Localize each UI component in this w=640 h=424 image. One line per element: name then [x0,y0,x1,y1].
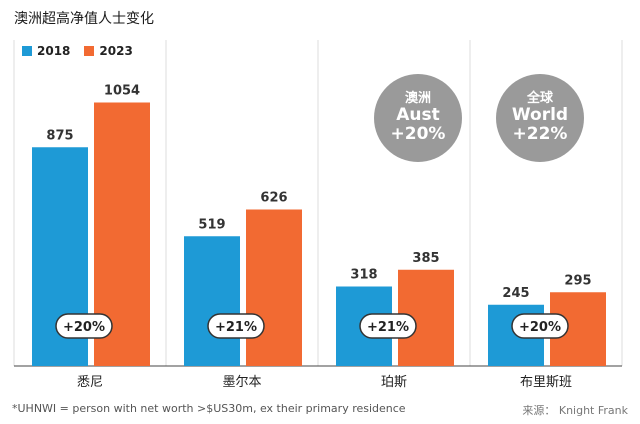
legend-label-2023: 2023 [99,44,133,58]
legend-swatch-2018 [22,46,32,56]
category-label: 悉尼 [77,375,103,390]
change-badge [55,313,113,339]
world-summary-value: +22% [512,124,568,145]
category-label: 布里斯班 [520,375,572,390]
legend-item-2018: 2018 [22,44,70,58]
world-summary-name: World [511,105,569,126]
world-summary-label: 全球 [526,91,553,107]
change-label: +20% [63,320,105,335]
world-summary-bubble: 全球 World +22% [496,74,584,162]
aust-summary-value: +20% [390,124,446,145]
legend: 2018 2023 [22,44,133,58]
data-label-2018: 245 [502,286,529,301]
legend-swatch-2023 [84,46,95,56]
data-label-2023: 626 [260,191,287,206]
aust-summary-name: Aust [396,105,440,126]
legend-label-2018: 2018 [37,44,71,58]
change-label: +21% [367,320,409,335]
data-label-2023: 385 [412,251,439,266]
aust-summary-label: 澳洲 [404,91,431,107]
change-badge [207,313,265,339]
change-badge [511,313,569,339]
bar-2023 [246,209,302,366]
chart-title: 澳洲超高净值人士变化 [14,11,154,27]
change-label: +21% [215,320,257,335]
data-label-2018: 519 [198,217,225,232]
change-label: +20% [519,320,561,335]
data-label-2023: 295 [564,273,591,288]
category-label: 墨尔本 [222,375,261,390]
aust-summary-bubble: 澳洲 Aust +20% [374,74,462,162]
source-note: 来源： Knight Frank [522,404,628,417]
data-label-2018: 318 [350,268,377,283]
change-badge [359,313,417,339]
footnote: *UHNWI = person with net worth >$US30m, … [12,402,406,415]
legend-item-2023: 2023 [84,44,133,58]
data-label-2023: 1054 [104,84,140,99]
category-label: 珀斯 [381,375,407,390]
data-label-2018: 875 [46,128,73,143]
bar-2018 [184,236,240,366]
